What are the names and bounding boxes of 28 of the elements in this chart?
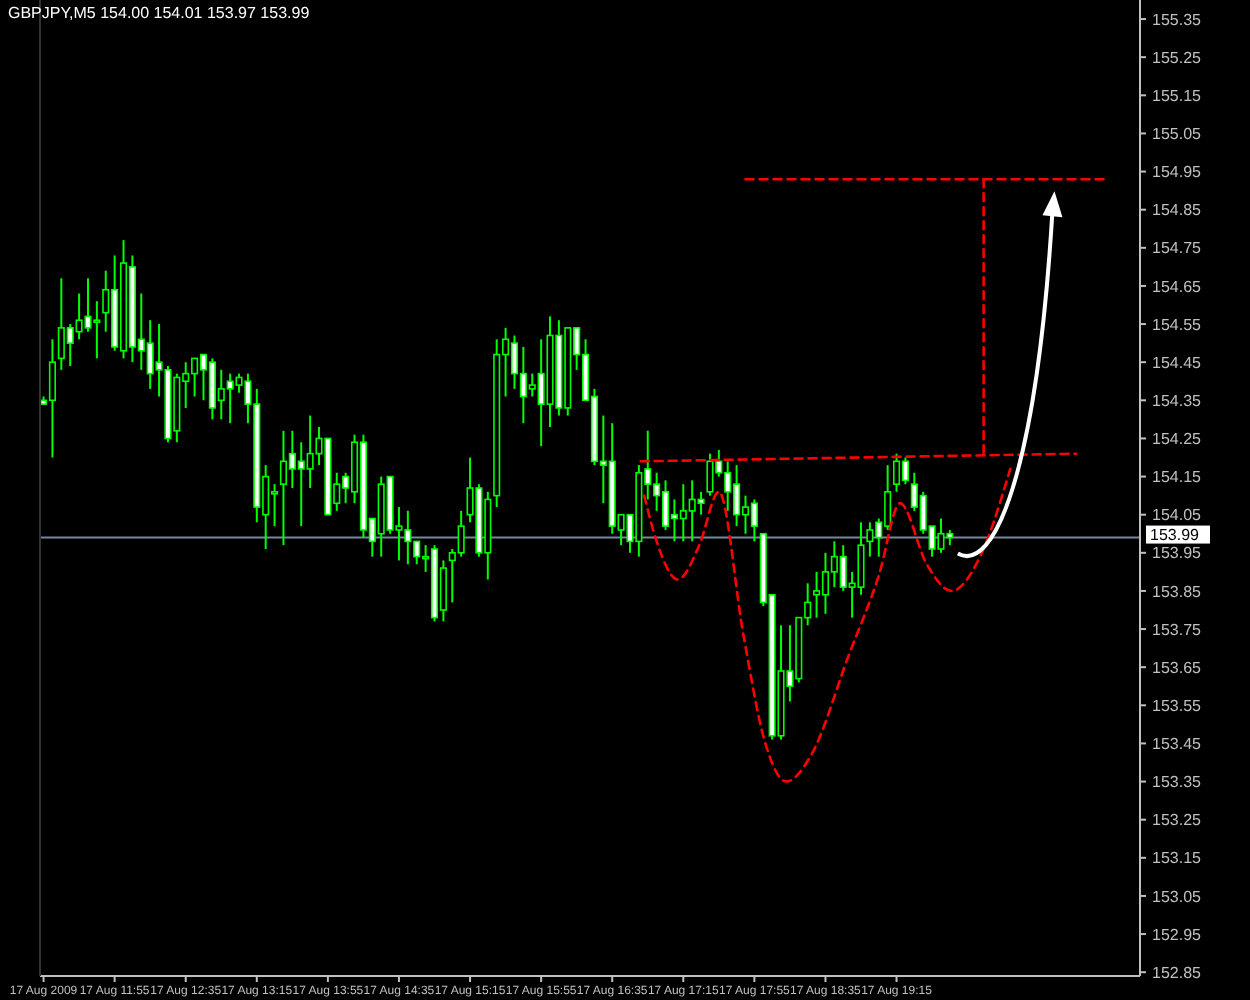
y-tick-label: 153.25 (1152, 811, 1203, 830)
y-tick-label: 154.05 (1152, 506, 1203, 525)
y-tick-label: 153.55 (1152, 696, 1203, 715)
y-tick-label: 155.15 (1152, 86, 1203, 105)
y-tick-label: 154.55 (1152, 315, 1203, 334)
y-tick-label: 155.35 (1152, 10, 1203, 29)
y-tick-label: 154.65 (1152, 277, 1203, 296)
y-tick-label: 153.75 (1152, 620, 1203, 639)
y-tick-label: 154.95 (1152, 163, 1203, 182)
y-tick-label: 155.05 (1152, 125, 1203, 144)
y-tick-label: 154.75 (1152, 239, 1203, 258)
y-tick-label: 153.35 (1152, 773, 1203, 792)
y-tick-label: 153.95 (1152, 544, 1203, 563)
chart-title: GBPJPY,M5 154.00 154.01 153.97 153.99 (8, 4, 311, 22)
y-tick-label: 154.45 (1152, 353, 1203, 372)
y-tick-label: 154.15 (1152, 468, 1203, 487)
y-tick-label: 155.25 (1152, 48, 1203, 67)
y-tick-label: 153.65 (1152, 658, 1203, 677)
y-tick-label: 153.15 (1152, 849, 1203, 868)
ref-line-label: 153.99 (1150, 526, 1201, 545)
y-tick-label: 153.45 (1152, 735, 1203, 754)
y-tick-label: 154.85 (1152, 201, 1203, 220)
y-tick-label: 152.95 (1152, 925, 1203, 944)
y-tick-label: 153.05 (1152, 887, 1203, 906)
y-tick-label: 154.35 (1152, 391, 1203, 410)
y-tick-label: 152.85 (1152, 963, 1203, 982)
y-tick-label: 153.85 (1152, 582, 1203, 601)
y-tick-label: 154.25 (1152, 430, 1203, 449)
